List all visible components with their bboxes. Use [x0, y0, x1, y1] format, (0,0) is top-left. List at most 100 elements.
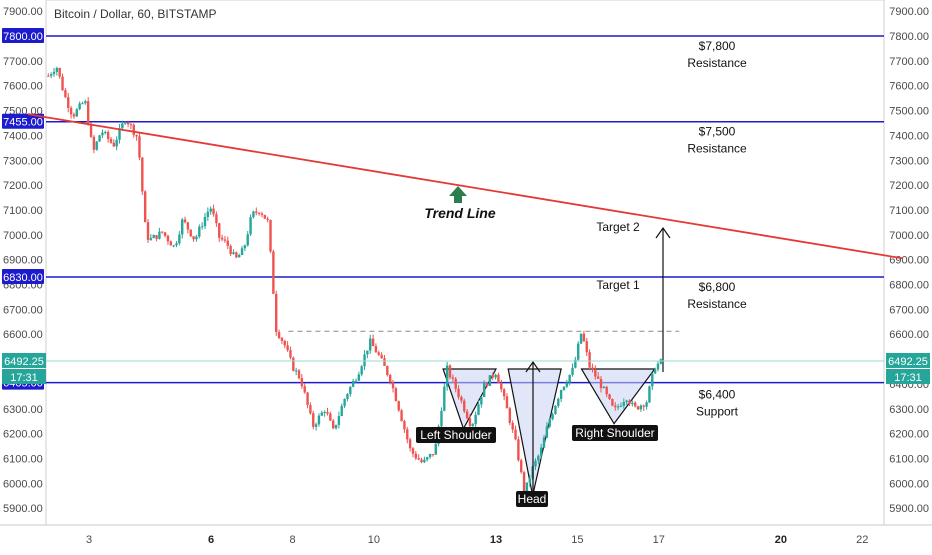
candle-body	[223, 239, 227, 241]
candle-body	[525, 482, 529, 493]
pattern-label: Left Shoulder	[420, 428, 491, 442]
y-tick-label-left: 6700.00	[3, 304, 43, 316]
pattern-label: Head	[518, 492, 547, 506]
candle-body	[537, 455, 540, 461]
candle-body	[112, 142, 116, 147]
y-tick-label-right: 7100.00	[889, 205, 929, 217]
candle-body	[146, 222, 150, 240]
y-tick-label-left: 6300.00	[3, 404, 43, 416]
level-price-badge-text: 6830.00	[3, 272, 43, 284]
candle-body	[135, 134, 138, 137]
candle-body	[58, 67, 61, 77]
candle-body	[500, 382, 503, 390]
candle-body	[149, 238, 153, 240]
candle-body	[72, 114, 76, 117]
target-1-label: Target 1	[596, 278, 640, 292]
candle-body	[619, 405, 623, 407]
y-tick-label-left: 6900.00	[3, 255, 43, 267]
y-tick-label-right: 6000.00	[889, 478, 929, 490]
candle-body	[49, 74, 53, 76]
candle-body	[451, 377, 455, 379]
candle-body	[463, 400, 466, 412]
pattern-label-box	[516, 491, 548, 507]
candle-body	[286, 345, 289, 351]
candle-body	[246, 234, 249, 246]
level-value-label: $6,400	[699, 388, 736, 402]
y-tick-label-right: 6100.00	[889, 453, 929, 465]
candle-body	[403, 421, 406, 430]
level-price-badge	[2, 269, 44, 285]
candle-body	[269, 219, 272, 252]
up-arrow-icon	[449, 186, 467, 203]
candle-body	[343, 398, 346, 406]
candle-body	[551, 414, 554, 420]
candle-body	[275, 293, 278, 333]
pattern-right-shoulder-shape	[580, 368, 656, 425]
candle-body	[602, 386, 606, 389]
candle-body	[252, 211, 255, 218]
level-price-badge-text: 7800.00	[3, 31, 43, 43]
candle-body	[92, 136, 96, 150]
candle-body	[363, 354, 366, 367]
candle-body	[175, 243, 178, 246]
candle-body	[106, 132, 110, 139]
candle-body	[143, 191, 147, 223]
candle-body	[303, 386, 306, 393]
candle-body	[471, 424, 475, 426]
candle-body	[81, 103, 84, 105]
y-tick-label-right: 7600.00	[889, 81, 929, 93]
candle-body	[554, 405, 557, 415]
candle-body	[229, 245, 232, 255]
candle-body	[605, 386, 608, 395]
candle-body	[542, 437, 546, 448]
candle-body	[397, 401, 400, 411]
y-tick-label-left: 7600.00	[3, 81, 43, 93]
candle-body	[52, 71, 56, 75]
candle-body	[158, 231, 161, 239]
candle-body	[220, 237, 224, 240]
y-tick-label-left: 7400.00	[3, 130, 43, 142]
candle-body	[255, 211, 258, 213]
y-tick-label-right: 7300.00	[889, 155, 929, 167]
candle-body	[482, 383, 486, 398]
candle-body	[218, 223, 221, 238]
y-tick-label-left: 6600.00	[3, 329, 43, 341]
candle-body	[377, 352, 380, 355]
candle-body	[272, 251, 275, 294]
candle-body	[203, 216, 207, 227]
candle-body	[226, 240, 229, 246]
candle-body	[485, 383, 489, 387]
candle-body	[346, 394, 349, 399]
candle-body	[155, 235, 158, 239]
x-tick-label: 15	[571, 534, 583, 546]
candle-body	[237, 254, 241, 258]
candle-body	[215, 214, 218, 224]
y-tick-label-left: 6000.00	[3, 478, 43, 490]
y-tick-label-left: 5900.00	[3, 503, 43, 515]
candle-body	[195, 236, 198, 240]
candle-body	[460, 396, 463, 401]
level-value-label: $6,800	[699, 280, 736, 294]
candle-body	[454, 378, 457, 389]
pattern-label-box	[416, 427, 496, 443]
candle-body	[115, 139, 118, 147]
candle-body	[434, 443, 437, 455]
plot-area	[45, 0, 885, 526]
candle-body	[591, 367, 594, 370]
candle-body	[420, 459, 423, 463]
candle-body	[334, 424, 338, 429]
candle-body	[406, 429, 409, 440]
y-tick-label-left: 6100.00	[3, 453, 43, 465]
candle-body	[559, 390, 563, 399]
candle-body	[320, 412, 324, 416]
candle-body	[206, 211, 210, 217]
candle-body	[309, 405, 312, 414]
candle-body	[636, 406, 640, 410]
candle-body	[411, 448, 415, 454]
candle-body	[280, 337, 284, 341]
candle-body	[64, 90, 67, 98]
candle-body	[314, 424, 318, 427]
candle-body	[152, 235, 155, 239]
candle-body	[539, 447, 543, 456]
